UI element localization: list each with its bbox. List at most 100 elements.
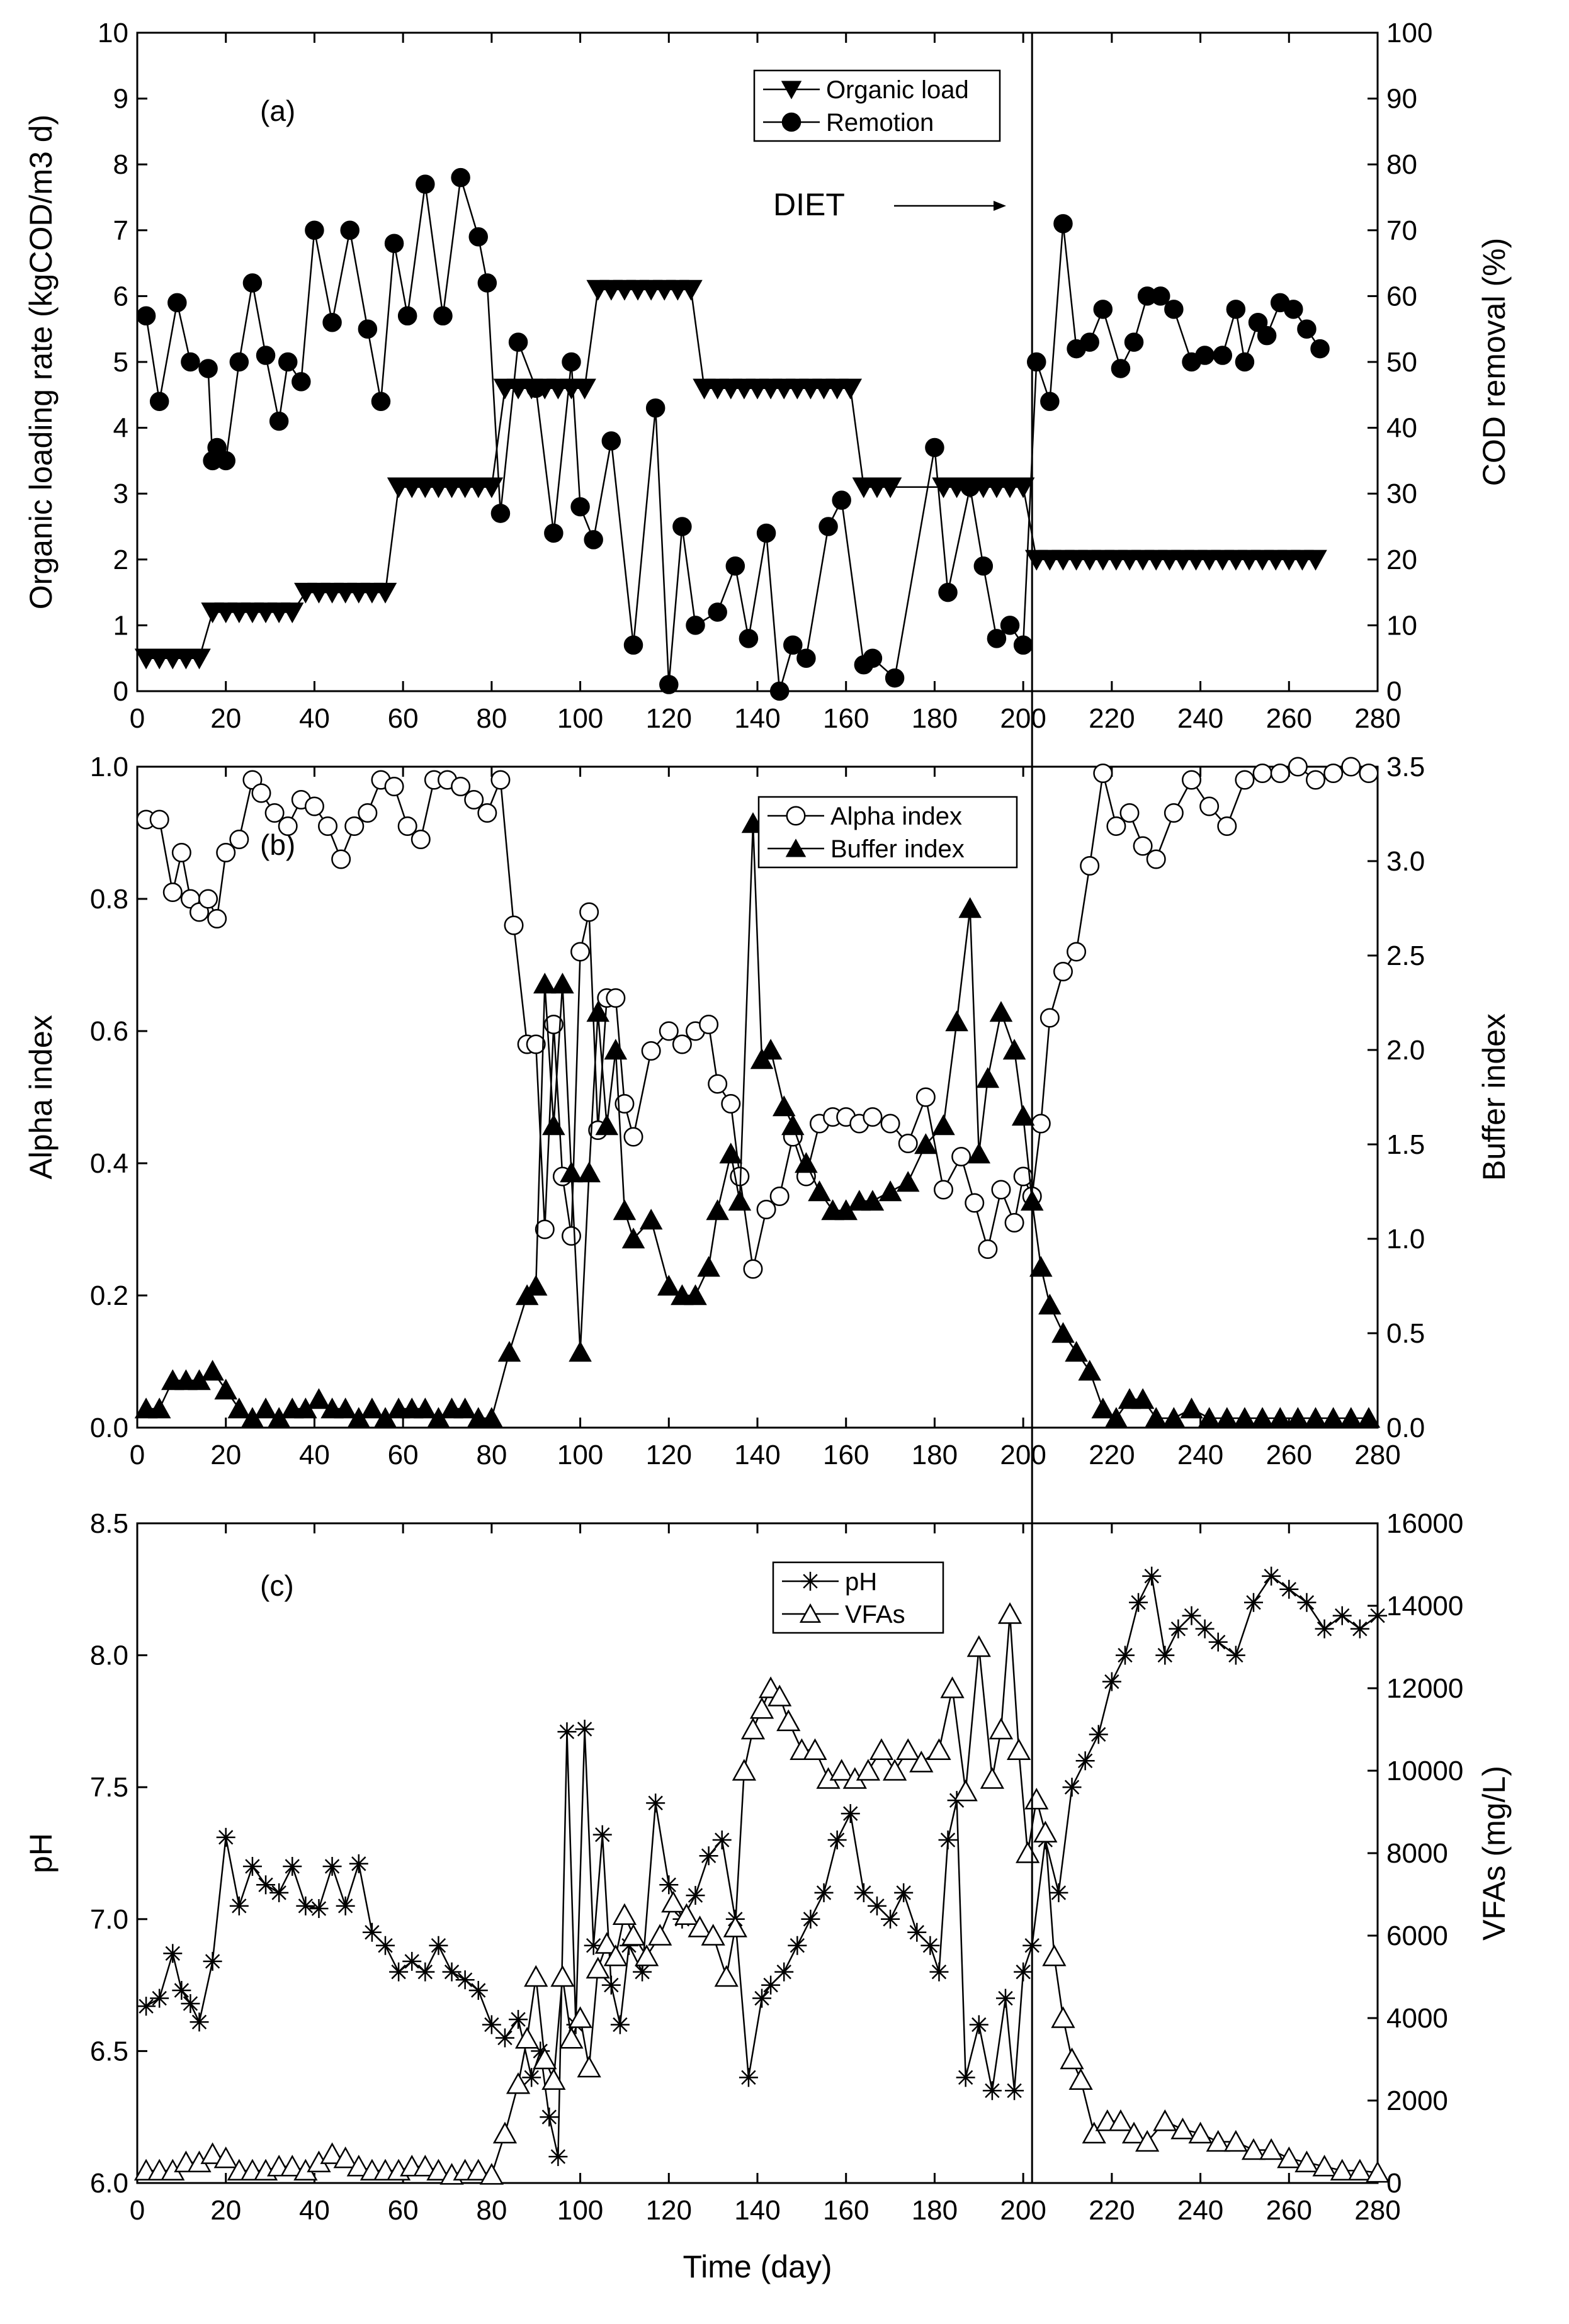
data-point xyxy=(786,806,806,826)
data-point xyxy=(603,1944,628,1966)
data-point xyxy=(149,392,169,412)
data-point xyxy=(953,1780,978,1802)
y-right-tick-label: 70 xyxy=(1386,215,1417,246)
y-right-axis-title: COD removal (%) xyxy=(1476,238,1512,486)
y-right-tick-label: 4000 xyxy=(1386,2003,1448,2034)
data-point xyxy=(1104,1407,1128,1428)
asterisk-stroke xyxy=(351,1856,366,1871)
y-left-tick-label: 3 xyxy=(113,478,128,509)
y-left-tick-label: 0.6 xyxy=(90,1016,128,1047)
data-point xyxy=(788,1936,807,1955)
asterisk-stroke xyxy=(1211,1634,1226,1650)
data-point xyxy=(867,1896,886,1915)
y-right-tick-label: 2000 xyxy=(1386,2085,1448,2116)
data-point xyxy=(373,582,397,604)
y-left-tick-label: 8.0 xyxy=(90,1640,128,1671)
data-point xyxy=(1206,2129,1230,2152)
data-point xyxy=(1004,1213,1024,1233)
data-point xyxy=(579,902,599,922)
y-left-tick-label: 6.0 xyxy=(90,2168,128,2199)
asterisk-stroke xyxy=(856,1885,871,1900)
data-point xyxy=(878,1180,902,1202)
data-point xyxy=(504,915,524,935)
asterisk-stroke xyxy=(271,1885,286,1900)
data-point xyxy=(1067,942,1087,962)
data-point xyxy=(167,293,187,313)
data-point xyxy=(801,1572,820,1591)
data-point xyxy=(1005,2081,1024,2101)
data-point xyxy=(945,1010,968,1032)
data-point xyxy=(1235,770,1255,790)
data-point xyxy=(346,2155,371,2177)
x-tick-label: 120 xyxy=(646,2195,692,2226)
data-point xyxy=(264,803,285,823)
y-right-tick-label: 1.0 xyxy=(1386,1224,1425,1255)
data-point xyxy=(188,648,211,670)
asterisk-stroke xyxy=(715,1832,730,1847)
y-right-tick-label: 2.5 xyxy=(1386,940,1425,971)
asterisk-stroke xyxy=(431,1938,446,1953)
x-tick-label: 260 xyxy=(1266,2195,1312,2226)
asterisk-stroke xyxy=(613,2017,628,2033)
data-point xyxy=(686,616,705,635)
data-point xyxy=(907,1922,927,1942)
data-point xyxy=(251,783,271,803)
data-point xyxy=(283,1856,302,1876)
data-point xyxy=(163,1944,183,1963)
data-point xyxy=(601,1975,621,1995)
y-left-tick-label: 6 xyxy=(113,281,128,312)
data-point xyxy=(839,378,863,400)
data-point xyxy=(991,1180,1011,1200)
x-tick-label: 160 xyxy=(823,1440,869,1470)
data-point xyxy=(781,81,802,99)
asterisk-stroke xyxy=(896,1885,911,1900)
asterisk-stroke xyxy=(1197,1621,1213,1637)
x-tick-label: 60 xyxy=(388,1440,419,1470)
series-organic-load xyxy=(134,279,1327,670)
asterisk-stroke xyxy=(205,1954,220,1969)
data-point xyxy=(1080,332,1099,352)
asterisk-stroke xyxy=(457,1972,473,1987)
data-point xyxy=(1330,2158,1354,2181)
data-point xyxy=(1142,1566,1162,1586)
data-point xyxy=(1002,1039,1026,1060)
legend-label: VFAs xyxy=(845,1601,905,1628)
data-point xyxy=(524,1965,548,1987)
data-point xyxy=(1027,352,1046,372)
asterisk-stroke xyxy=(1170,1621,1186,1637)
panel-label: (c) xyxy=(260,1569,294,1602)
data-point xyxy=(712,1830,732,1850)
data-point xyxy=(1365,2160,1390,2183)
data-point xyxy=(612,1903,637,1925)
y-right-tick-label: 80 xyxy=(1386,149,1417,180)
data-point xyxy=(1288,757,1308,777)
data-point xyxy=(929,1962,949,1982)
data-point xyxy=(1294,2150,1319,2172)
data-point xyxy=(570,497,590,517)
x-tick-label: 240 xyxy=(1177,2195,1223,2226)
data-point xyxy=(958,897,982,918)
data-point xyxy=(854,1883,873,1902)
data-point xyxy=(551,973,574,994)
x-tick-label: 40 xyxy=(299,2195,330,2226)
data-point xyxy=(201,1360,224,1381)
asterisk-stroke xyxy=(1007,2083,1022,2098)
data-point xyxy=(885,668,905,688)
data-point xyxy=(1115,1645,1135,1665)
data-point xyxy=(548,2147,568,2167)
data-point xyxy=(466,2158,490,2181)
data-point xyxy=(592,1825,612,1844)
data-point xyxy=(1102,1672,1121,1691)
data-point xyxy=(1040,392,1060,412)
data-point xyxy=(1188,2121,1213,2144)
data-point xyxy=(880,1114,900,1134)
data-point xyxy=(1195,346,1215,365)
data-point xyxy=(1014,1962,1033,1982)
data-point xyxy=(1322,1407,1345,1428)
data-point xyxy=(1250,1407,1274,1428)
asterisk-stroke xyxy=(883,1912,898,1927)
x-tick-label: 140 xyxy=(734,1440,780,1470)
series-alpha-index xyxy=(136,757,1379,1279)
data-point xyxy=(360,1397,384,1419)
data-point xyxy=(1198,1407,1221,1428)
